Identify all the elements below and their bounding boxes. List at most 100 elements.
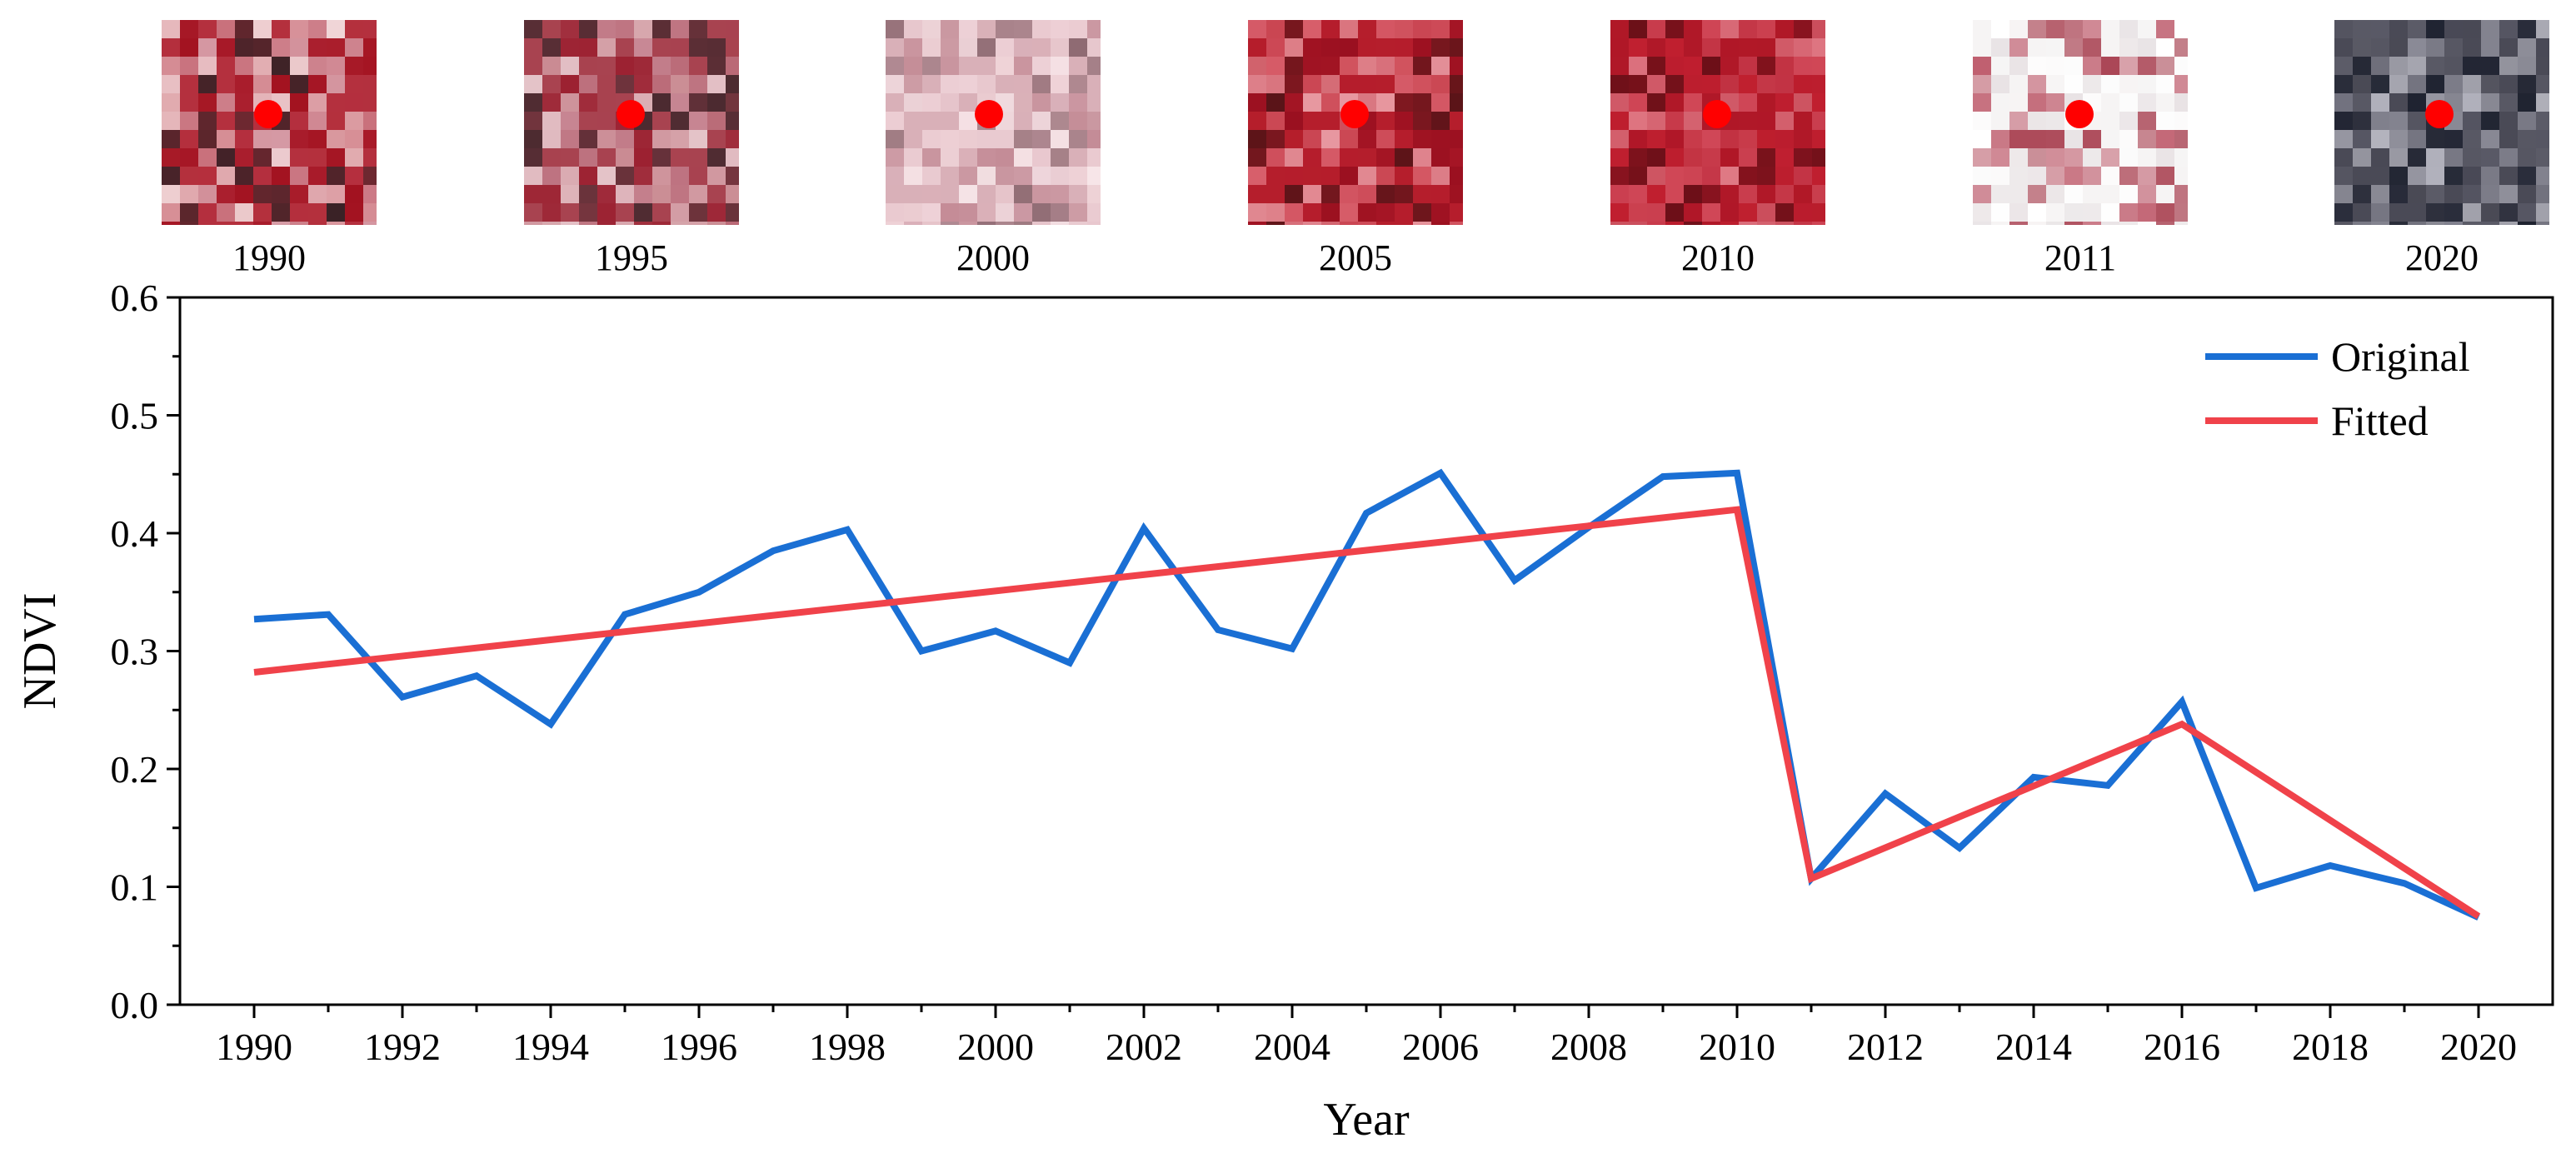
thumbnail-pixel-block [2499,93,2518,112]
thumbnail-pixel-block [1794,38,1812,57]
thumbnail-pixel-block [1610,203,1629,222]
thumbnail-pixel-block [235,75,253,93]
thumbnail-pixel-block [959,93,977,112]
thumbnail-pixel-block [2408,38,2426,57]
thumbnail-pixel-block [941,222,959,225]
thumbnail-pixel-block [1647,148,1665,167]
thumbnail-pixel-block [1629,203,1647,222]
thumbnail-pixel-block [886,57,904,75]
thumbnail-pixel-block [1032,167,1051,185]
thumbnail-pixel-block [2353,130,2371,148]
x-axis-title: Year [1323,1094,1410,1146]
thumbnail-pixel-block [1051,20,1069,38]
thumbnail-pixel-block [1032,93,1051,112]
thumbnail-pixel-block [634,185,652,203]
thumbnail-pixel-block [2138,148,2156,167]
thumbnail-pixel-block [1647,93,1665,112]
thumbnail-pixel-block [2156,185,2174,203]
thumbnail-pixel-block [1702,167,1720,185]
thumbnail-pixel-block [671,167,689,185]
thumbnail-pixel-block [2064,203,2083,222]
thumbnail-pixel-block [524,185,542,203]
thumbnail-pixel-block [1051,203,1069,222]
thumbnail-pixel-block [272,130,290,148]
thumbnail-pixel-block [671,75,689,93]
thumbnail-pixel-block [2101,75,2119,93]
thumbnail-pixel-block [1413,130,1431,148]
thumbnail-pixel-block [1051,130,1069,148]
thumbnail-pixel-block [2481,20,2499,38]
thumbnail-pixel-block [2518,130,2536,148]
thumbnail-pixel-block [2009,20,2028,38]
thumbnail-pixel-block [1358,57,1376,75]
thumbnail-pixel-block [977,130,996,148]
thumbnail-pixel-block [162,148,180,167]
thumbnail-pixel-block [671,112,689,130]
thumbnail-pixel-block [2101,185,2119,203]
thumbnail-pixel-block [1610,112,1629,130]
thumbnail-pixel-block [1014,130,1032,148]
thumbnail-pixel-block [1087,20,1101,38]
thumbnail-pixel-block [904,75,922,93]
thumbnail-pixel-block [634,222,652,225]
thumbnail-pixel-block [1032,130,1051,148]
thumbnail-pixel-block [1991,185,2009,203]
thumbnail-pixel-block [1684,20,1702,38]
thumbnail-pixel-block [1775,38,1794,57]
thumbnail-pixel-block [1376,203,1395,222]
thumbnail-pixel-block [2371,20,2389,38]
thumbnail-pixel-block [1376,38,1395,57]
thumbnail-pixel-block [579,167,597,185]
thumbnail-pixel-block [327,57,345,75]
thumbnail-pixel-block [2101,38,2119,57]
thumbnail-pixel-block [1069,93,1087,112]
thumbnail-pixel-block [1248,57,1266,75]
thumbnail-pixel-block [1450,20,1463,38]
thumbnail-pixel-block [726,148,739,167]
thumbnail-pixel-block [1266,38,1285,57]
thumbnail-pixel-block [2463,130,2481,148]
thumbnail-pixel-block [2371,222,2389,225]
thumbnail-pixel-block [1431,38,1450,57]
thumbnail-pixel-block [1647,38,1665,57]
thumbnail-pixel-block [524,20,542,38]
thumbnail-pixel-block [1610,185,1629,203]
thumbnail-pixel-block [308,93,327,112]
thumbnail-pixel-block [1266,75,1285,93]
thumbnail-pixel-block [1321,167,1340,185]
thumbnail-pixel-block [886,20,904,38]
thumbnail-pixel-block [941,112,959,130]
thumbnail-pixel-block [2371,93,2389,112]
thumbnail-pixel-block [2174,75,2188,93]
thumbnail-pixel-block [1720,167,1739,185]
thumbnail-pixel-block [1303,203,1321,222]
thumbnail-pixel-block [1087,75,1101,93]
series [253,468,2481,921]
thumbnail-image [162,20,377,225]
thumbnail-pixel-block [2138,75,2156,93]
thumbnail-pixel-block [1702,148,1720,167]
thumbnail-pixel-block [524,93,542,112]
thumbnail-pixel-block [2083,130,2101,148]
thumbnail-pixel-block [2083,167,2101,185]
thumbnail-pixel-block [1665,20,1684,38]
thumbnail-pixel-block [2463,93,2481,112]
thumbnail-pixel-block [2518,75,2536,93]
thumbnail-pixel-block [1376,112,1395,130]
y-tick-label: 0.5 [111,395,159,437]
thumbnail-pixel-block [1340,203,1358,222]
thumbnail-pixel-block [2046,130,2064,148]
thumbnail-pixel-block [1321,222,1340,225]
x-tick-label: 2006 [1402,1026,1479,1068]
thumbnail-pixel-block [634,57,652,75]
thumbnail-pixel-block [2046,75,2064,93]
thumbnail-pixel-block [2083,148,2101,167]
thumbnail-pixel-block [1303,185,1321,203]
thumbnail-pixel-block [922,38,941,57]
thumbnail-pixel-block [542,222,561,225]
thumbnail-pixel-block [2353,148,2371,167]
thumbnail-pixel-block [561,57,579,75]
thumbnail-pixel-block [1684,167,1702,185]
thumbnail-pixel-block [272,148,290,167]
thumbnail-pixel-block [217,148,235,167]
